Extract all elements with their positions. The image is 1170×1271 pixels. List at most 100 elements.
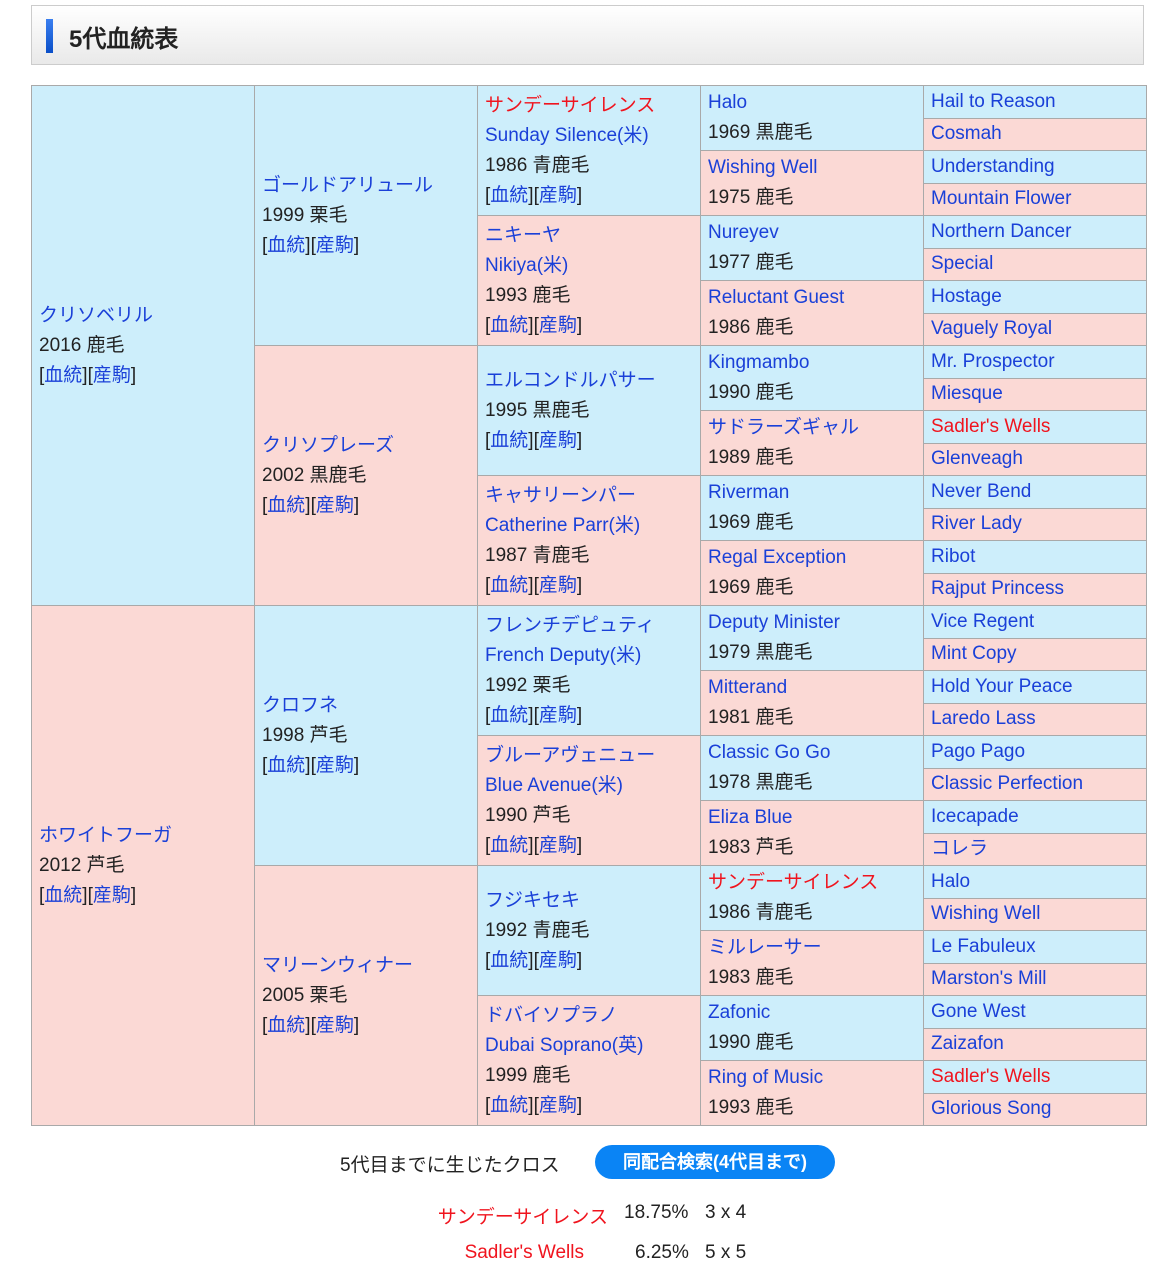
horse-english-name-link[interactable]: Sunday Silence(米) (485, 124, 649, 146)
horse-name-link[interactable]: サンデーサイレンス (708, 872, 879, 893)
pedigree-link[interactable]: 血統 (267, 234, 306, 256)
horse-name-link[interactable]: Pago Pago (931, 740, 1026, 762)
progeny-link[interactable]: 産駒 (538, 704, 577, 726)
horse-name-link[interactable]: River Lady (931, 513, 1022, 535)
pedigree-link[interactable]: 血統 (267, 1014, 306, 1036)
horse-name-link[interactable]: Special (931, 253, 994, 275)
pedigree-link[interactable]: 血統 (490, 834, 529, 856)
horse-name-link[interactable]: Le Fabuleux (931, 935, 1036, 957)
horse-english-name-link[interactable]: Catherine Parr(米) (485, 514, 641, 536)
horse-english-name-link[interactable]: Blue Avenue(米) (485, 774, 624, 796)
horse-english-name-link[interactable]: French Deputy(米) (485, 644, 642, 666)
horse-name-link[interactable]: Ribot (931, 545, 976, 567)
horse-name-link[interactable]: サンデーサイレンス (485, 94, 656, 116)
cross-horse-link[interactable]: サンデーサイレンス (437, 1207, 608, 1228)
horse-english-name-link[interactable]: Dubai Soprano(英) (485, 1034, 644, 1056)
progeny-link[interactable]: 産駒 (538, 429, 577, 451)
horse-name-link[interactable]: Classic Perfection (931, 773, 1084, 795)
horse-name-link[interactable]: Vaguely Royal (931, 318, 1053, 340)
horse-name-link[interactable]: Classic Go Go (708, 742, 831, 763)
horse-name-link[interactable]: Understanding (931, 155, 1055, 177)
progeny-link[interactable]: 産駒 (538, 1094, 577, 1116)
horse-name-link[interactable]: ホワイトフーガ (39, 824, 173, 846)
progeny-link[interactable]: 産駒 (538, 314, 577, 336)
same-mating-search-button[interactable]: 同配合検索(4代目まで) (595, 1145, 835, 1179)
pedigree-link[interactable]: 血統 (267, 754, 306, 776)
horse-name-link[interactable]: Mr. Prospector (931, 350, 1055, 372)
pedigree-link[interactable]: 血統 (490, 429, 529, 451)
horse-english-name-link[interactable]: Nikiya(米) (485, 254, 569, 276)
horse-name-link[interactable]: ニキーヤ (485, 224, 562, 246)
horse-name-link[interactable]: Ring of Music (708, 1067, 824, 1088)
horse-name-link[interactable]: Glorious Song (931, 1098, 1052, 1120)
horse-name-link[interactable]: Mountain Flower (931, 188, 1072, 210)
horse-name-link[interactable]: Kingmambo (708, 352, 810, 373)
horse-name-link[interactable]: フレンチデピュティ (485, 614, 655, 636)
horse-name-link[interactable]: Miesque (931, 383, 1003, 405)
horse-name-link[interactable]: Halo (931, 870, 971, 892)
horse-name-link[interactable]: ブルーアヴェニュー (485, 744, 656, 766)
horse-name-link[interactable]: クリソベリル (39, 304, 154, 326)
progeny-link[interactable]: 産駒 (315, 1014, 354, 1036)
horse-name-link[interactable]: Zafonic (708, 1002, 771, 1023)
progeny-link[interactable]: 産駒 (538, 949, 577, 971)
horse-name-link[interactable]: クロフネ (262, 694, 339, 716)
pedigree-link[interactable]: 血統 (490, 949, 529, 971)
pedigree-link[interactable]: 血統 (44, 364, 83, 386)
horse-name-link[interactable]: Never Bend (931, 480, 1032, 502)
progeny-link[interactable]: 産駒 (92, 364, 131, 386)
horse-name-link[interactable]: Mitterand (708, 677, 788, 698)
horse-name-link[interactable]: Rajput Princess (931, 578, 1065, 600)
horse-name-link[interactable]: Reluctant Guest (708, 287, 845, 308)
horse-name-link[interactable]: Hail to Reason (931, 90, 1056, 112)
horse-name-link[interactable]: Laredo Lass (931, 708, 1036, 730)
horse-name-link[interactable]: Deputy Minister (708, 612, 840, 633)
horse-name-link[interactable]: Halo (708, 92, 748, 113)
horse-name-link[interactable]: ゴールドアリュール (262, 174, 434, 196)
horse-name-link[interactable]: Sadler's Wells (931, 1065, 1051, 1087)
horse-name-link[interactable]: Wishing Well (931, 903, 1041, 925)
pedigree-link[interactable]: 血統 (44, 884, 83, 906)
horse-name-link[interactable]: Regal Exception (708, 547, 847, 568)
progeny-link[interactable]: 産駒 (315, 494, 354, 516)
horse-name-link[interactable]: マリーンウィナー (262, 954, 414, 976)
pedigree-link[interactable]: 血統 (490, 184, 529, 206)
horse-name-link[interactable]: Gone West (931, 1000, 1026, 1022)
horse-name-link[interactable]: Zaizafon (931, 1033, 1004, 1055)
horse-name-link[interactable]: Vice Regent (931, 610, 1035, 632)
horse-name-link[interactable]: Marston's Mill (931, 968, 1047, 990)
horse-name-link[interactable]: Glenveagh (931, 448, 1023, 470)
progeny-link[interactable]: 産駒 (315, 754, 354, 776)
horse-name-link[interactable]: Riverman (708, 482, 790, 503)
horse-name-link[interactable]: フジキセキ (485, 889, 581, 911)
horse-name-link[interactable]: Cosmah (931, 123, 1002, 145)
horse-name-link[interactable]: クリソプレーズ (262, 434, 395, 456)
horse-name-link[interactable]: Nureyev (708, 222, 779, 243)
progeny-link[interactable]: 産駒 (538, 184, 577, 206)
horse-birth-year-color: 1977 鹿毛 (708, 252, 794, 273)
horse-name-link[interactable]: Mint Copy (931, 643, 1017, 665)
horse-name-link[interactable]: Wishing Well (708, 157, 818, 178)
cross-horse-link[interactable]: Sadler's Wells (464, 1242, 584, 1263)
progeny-link[interactable]: 産駒 (92, 884, 131, 906)
horse-name-link[interactable]: ミルレーサー (708, 937, 822, 958)
horse-name-link[interactable]: Hold Your Peace (931, 675, 1073, 697)
horse-name-link[interactable]: エルコンドルパサー (485, 369, 656, 391)
pedigree-link[interactable]: 血統 (267, 494, 306, 516)
horse-name-link[interactable]: キャサリーンパー (485, 484, 637, 506)
progeny-link[interactable]: 産駒 (315, 234, 354, 256)
progeny-link[interactable]: 産駒 (538, 834, 577, 856)
horse-name-link[interactable]: Sadler's Wells (931, 415, 1051, 437)
pedigree-link[interactable]: 血統 (490, 704, 529, 726)
horse-name-link[interactable]: Hostage (931, 285, 1002, 307)
horse-name-link[interactable]: Icecapade (931, 805, 1019, 827)
horse-name-link[interactable]: コレラ (931, 838, 989, 860)
horse-name-link[interactable]: Eliza Blue (708, 807, 793, 828)
pedigree-link[interactable]: 血統 (490, 314, 529, 336)
horse-name-link[interactable]: ドバイソプラノ (485, 1004, 618, 1026)
pedigree-link[interactable]: 血統 (490, 574, 529, 596)
pedigree-link[interactable]: 血統 (490, 1094, 529, 1116)
horse-name-link[interactable]: Northern Dancer (931, 220, 1072, 242)
progeny-link[interactable]: 産駒 (538, 574, 577, 596)
horse-name-link[interactable]: サドラーズギャル (708, 417, 860, 438)
